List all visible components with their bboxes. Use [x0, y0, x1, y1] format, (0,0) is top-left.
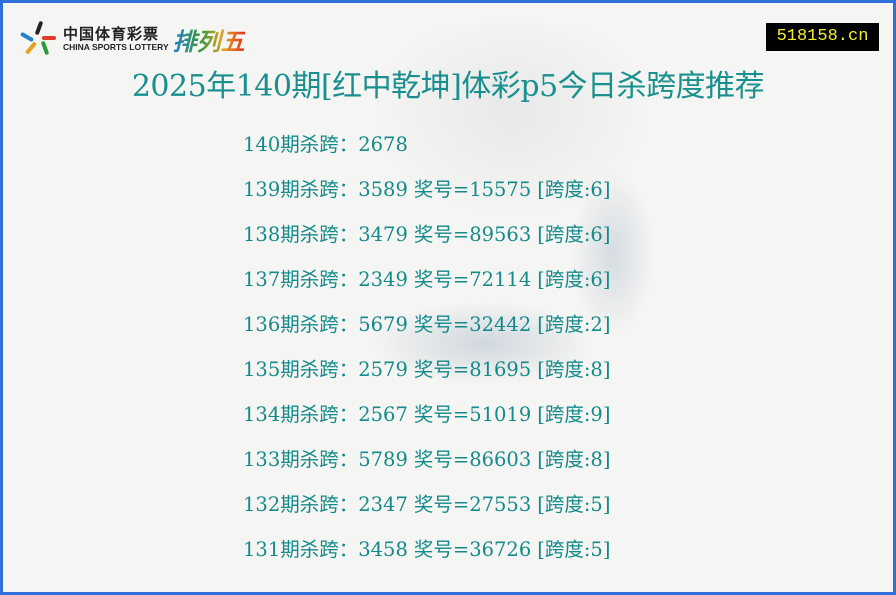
draw-number: 奖号=72114 — [413, 268, 532, 291]
period-label: 140期杀跨： — [243, 133, 359, 156]
period-label: 134期杀跨： — [243, 403, 359, 426]
kill-span-value: 5679 — [358, 313, 408, 336]
draw-number: 奖号=89563 — [413, 223, 532, 246]
logo-cn-text: 中国体育彩票 — [63, 25, 160, 43]
actual-span: [跨度:8] — [537, 358, 611, 381]
history-row: 137期杀跨：2349 奖号=72114 [跨度:6] — [243, 266, 616, 311]
kill-span-value: 2349 — [358, 268, 408, 291]
lottery-star-icon — [19, 20, 57, 57]
kill-span-value: 2579 — [358, 358, 408, 381]
draw-number: 奖号=27553 — [413, 493, 532, 516]
actual-span: [跨度:6] — [537, 223, 611, 246]
actual-span: [跨度:5] — [537, 538, 611, 561]
page-title: 2025年140期[红中乾坤]体彩p5今日杀跨度推荐 — [131, 69, 765, 104]
draw-number: 奖号=36726 — [413, 538, 532, 561]
history-row: 136期杀跨：5679 奖号=32442 [跨度:2] — [243, 311, 616, 356]
kill-span-value: 3479 — [358, 223, 408, 246]
kill-span-value: 3589 — [358, 178, 408, 201]
actual-span: [跨度:2] — [537, 313, 611, 336]
period-label: 138期杀跨： — [243, 223, 359, 246]
kill-span-value: 3458 — [358, 538, 408, 561]
current-prediction-row: 140期杀跨：2678 — [243, 131, 616, 176]
history-row: 131期杀跨：3458 奖号=36726 [跨度:5] — [243, 536, 616, 581]
china-sports-lottery-logo: 中国体育彩票 CHINA SPORTS LOTTERY 排列五 — [19, 20, 245, 57]
kill-span-value: 5789 — [358, 448, 408, 471]
period-label: 139期杀跨： — [243, 178, 359, 201]
draw-number: 奖号=51019 — [413, 403, 532, 426]
actual-span: [跨度:6] — [537, 178, 611, 201]
kill-span-value: 2347 — [358, 493, 408, 516]
history-row: 133期杀跨：5789 奖号=86603 [跨度:8] — [243, 446, 616, 491]
history-row: 138期杀跨：3479 奖号=89563 [跨度:6] — [243, 221, 616, 266]
period-label: 132期杀跨： — [243, 493, 359, 516]
actual-span: [跨度:8] — [537, 448, 611, 471]
actual-span: [跨度:6] — [537, 268, 611, 291]
logo-en-text: CHINA SPORTS LOTTERY — [63, 42, 169, 52]
history-row: 135期杀跨：2579 奖号=81695 [跨度:8] — [243, 356, 616, 401]
period-label: 137期杀跨： — [243, 268, 359, 291]
draw-number: 奖号=15575 — [413, 178, 532, 201]
period-label: 136期杀跨： — [243, 313, 359, 336]
pailie5-logo-text: 排列五 — [173, 22, 245, 57]
actual-span: [跨度:9] — [537, 403, 611, 426]
prediction-list: 140期杀跨：2678 139期杀跨：3589 奖号=15575 [跨度:6] 138… — [243, 131, 616, 581]
draw-number: 奖号=86603 — [413, 448, 532, 471]
history-row: 134期杀跨：2567 奖号=51019 [跨度:9] — [243, 401, 616, 446]
history-row: 139期杀跨：3589 奖号=15575 [跨度:6] — [243, 176, 616, 221]
period-label: 133期杀跨： — [243, 448, 359, 471]
actual-span: [跨度:5] — [537, 493, 611, 516]
period-label: 135期杀跨： — [243, 358, 359, 381]
draw-number: 奖号=32442 — [413, 313, 532, 336]
kill-span-value: 2678 — [358, 133, 408, 156]
draw-number: 奖号=81695 — [413, 358, 532, 381]
kill-span-value: 2567 — [358, 403, 408, 426]
history-row: 132期杀跨：2347 奖号=27553 [跨度:5] — [243, 491, 616, 536]
period-label: 131期杀跨： — [243, 538, 359, 561]
deer-background-image — [283, 23, 703, 583]
site-badge[interactable]: 518158.cn — [766, 23, 879, 51]
